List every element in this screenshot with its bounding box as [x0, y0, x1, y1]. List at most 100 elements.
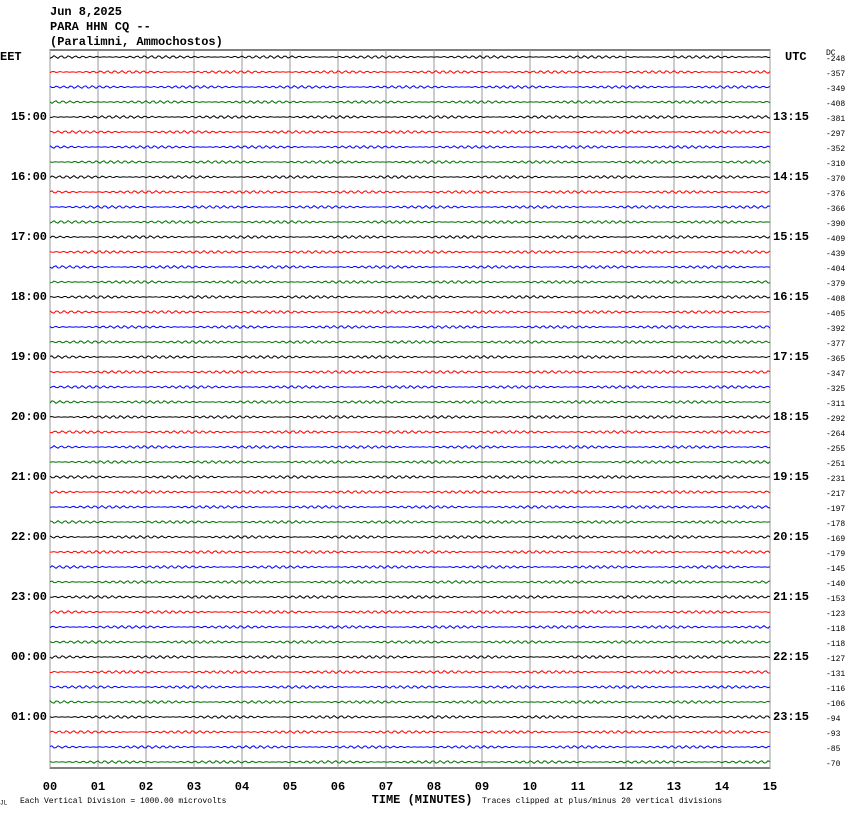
right-time-label: 14:15	[773, 170, 809, 184]
trace	[49, 714, 771, 720]
trace	[49, 84, 771, 90]
dc-value: -349	[826, 85, 845, 94]
dc-value: -439	[826, 250, 845, 259]
x-tick-label: 01	[91, 780, 105, 794]
clip-note: Traces clipped at plus/minus 20 vertical…	[482, 797, 722, 806]
header-line: (Paralimni, Ammochostos)	[50, 35, 223, 49]
trace	[49, 369, 771, 375]
trace	[49, 579, 771, 585]
dc-value: -352	[826, 145, 845, 154]
left-time-label: 01:00	[11, 710, 47, 724]
dc-value: -405	[826, 310, 845, 319]
x-tick-label: 10	[523, 780, 537, 794]
trace	[49, 669, 771, 675]
trace	[49, 459, 771, 465]
x-tick-label: 02	[139, 780, 153, 794]
left-time-label: 22:00	[11, 530, 47, 544]
right-time-label: 21:15	[773, 590, 809, 604]
trace	[49, 174, 771, 180]
left-time-label: 17:00	[11, 230, 47, 244]
left-time-label: 16:00	[11, 170, 47, 184]
header-line: PARA HHN CQ --	[50, 20, 151, 34]
dc-value: -123	[826, 610, 845, 619]
dc-value: -153	[826, 595, 845, 604]
dc-value: -376	[826, 190, 845, 199]
trace	[49, 219, 771, 225]
dc-value: -377	[826, 340, 845, 349]
trace	[49, 279, 771, 285]
dc-value: -131	[826, 670, 845, 679]
dc-value: -251	[826, 460, 845, 469]
trace	[49, 744, 771, 750]
dc-value: -390	[826, 220, 845, 229]
trace	[49, 699, 771, 705]
trace	[49, 504, 771, 510]
dc-value: -197	[826, 505, 845, 514]
trace	[49, 429, 771, 435]
trace	[49, 534, 771, 540]
left-time-label: 19:00	[11, 350, 47, 364]
dc-value: -217	[826, 490, 845, 499]
right-time-label: 16:15	[773, 290, 809, 304]
dc-value: -408	[826, 295, 845, 304]
dc-value: -404	[826, 265, 845, 274]
dc-value: -93	[826, 730, 841, 739]
trace	[49, 114, 771, 120]
left-time-label: 18:00	[11, 290, 47, 304]
dc-value: -347	[826, 370, 845, 379]
trace	[49, 489, 771, 495]
left-time-label: 00:00	[11, 650, 47, 664]
trace	[49, 399, 771, 405]
dc-label: DC	[826, 49, 836, 58]
trace	[49, 69, 771, 75]
x-tick-label: 14	[715, 780, 729, 794]
x-tick-label: 11	[571, 780, 585, 794]
corner-mark: JL	[0, 800, 8, 807]
trace	[49, 324, 771, 330]
dc-value: -311	[826, 400, 845, 409]
trace	[49, 594, 771, 600]
dc-value: -365	[826, 355, 845, 364]
dc-value: -106	[826, 700, 845, 709]
x-tick-label: 04	[235, 780, 249, 794]
trace	[49, 564, 771, 570]
left-zone: EET	[0, 50, 22, 64]
dc-value: -325	[826, 385, 845, 394]
dc-value: -169	[826, 535, 845, 544]
dc-value: -116	[826, 685, 845, 694]
dc-value: -248	[826, 55, 845, 64]
x-tick-label: 12	[619, 780, 633, 794]
dc-value: -310	[826, 160, 845, 169]
left-time-label: 21:00	[11, 470, 47, 484]
trace	[49, 264, 771, 270]
dc-value: -145	[826, 565, 845, 574]
x-tick-label: 00	[43, 780, 57, 794]
x-tick-label: 08	[427, 780, 441, 794]
right-time-label: 17:15	[773, 350, 809, 364]
trace	[49, 159, 771, 165]
dc-value: -127	[826, 655, 845, 664]
dc-value: -292	[826, 415, 845, 424]
dc-value: -140	[826, 580, 845, 589]
left-time-label: 15:00	[11, 110, 47, 124]
dc-value: -178	[826, 520, 845, 529]
dc-value: -231	[826, 475, 845, 484]
trace	[49, 444, 771, 450]
trace	[49, 624, 771, 630]
trace	[49, 204, 771, 210]
trace	[49, 234, 771, 240]
dc-value: -264	[826, 430, 845, 439]
trace	[49, 759, 771, 765]
right-time-label: 22:15	[773, 650, 809, 664]
trace	[49, 639, 771, 645]
x-tick-label: 07	[379, 780, 393, 794]
trace	[49, 414, 771, 420]
dc-value: -297	[826, 130, 845, 139]
trace	[49, 189, 771, 195]
dc-value: -408	[826, 100, 845, 109]
dc-value: -379	[826, 280, 845, 289]
right-time-label: 19:15	[773, 470, 809, 484]
trace	[50, 294, 771, 300]
dc-value: -409	[826, 235, 845, 244]
